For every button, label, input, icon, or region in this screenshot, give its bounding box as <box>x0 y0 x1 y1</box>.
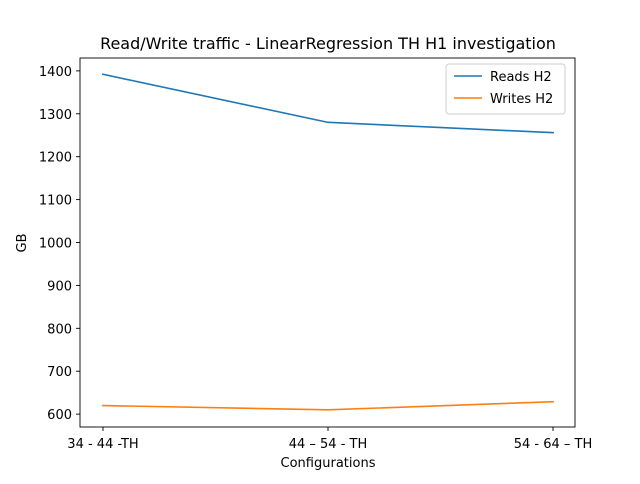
y-tick-label: 600 <box>47 408 72 423</box>
axes: 600 700 800 900 1000 1100 1200 1300 1400 34 - 44 … <box>39 57 593 452</box>
x-axis-label: Configurations <box>281 456 376 471</box>
legend-label-0: Reads H2 <box>490 70 552 85</box>
series-line-1 <box>102 400 554 411</box>
series-1-point-2 <box>552 400 554 403</box>
legend: Reads H2 Writes H2 <box>445 63 566 115</box>
series-0-point-0 <box>102 73 104 76</box>
x-tick-label: 34 - 44 -TH <box>67 437 138 452</box>
y-tick-label: 700 <box>47 365 72 380</box>
x-tick-label: 54 - 64 – TH <box>514 437 593 452</box>
y-tick-label: 1200 <box>39 151 72 166</box>
series-1-point-1 <box>327 409 329 411</box>
plot-area <box>102 73 554 411</box>
y-tick-label: 900 <box>47 279 72 294</box>
series-0-point-2 <box>552 131 554 134</box>
y-tick-label: 1000 <box>39 237 72 252</box>
y-tick-label: 1400 <box>39 65 72 80</box>
y-tick-label: 1100 <box>39 194 72 209</box>
y-tick-label: 1300 <box>39 108 72 123</box>
x-tick-label: 44 – 54 - TH <box>289 437 368 452</box>
y-axis-label: GB <box>15 234 30 253</box>
chart-title: Read/Write traffic - LinearRegression TH… <box>100 34 556 53</box>
series-1-point-0 <box>102 404 104 407</box>
y-tick-label: 800 <box>47 322 72 337</box>
legend-label-1: Writes H2 <box>490 92 553 107</box>
series-0-point-1 <box>327 121 329 124</box>
